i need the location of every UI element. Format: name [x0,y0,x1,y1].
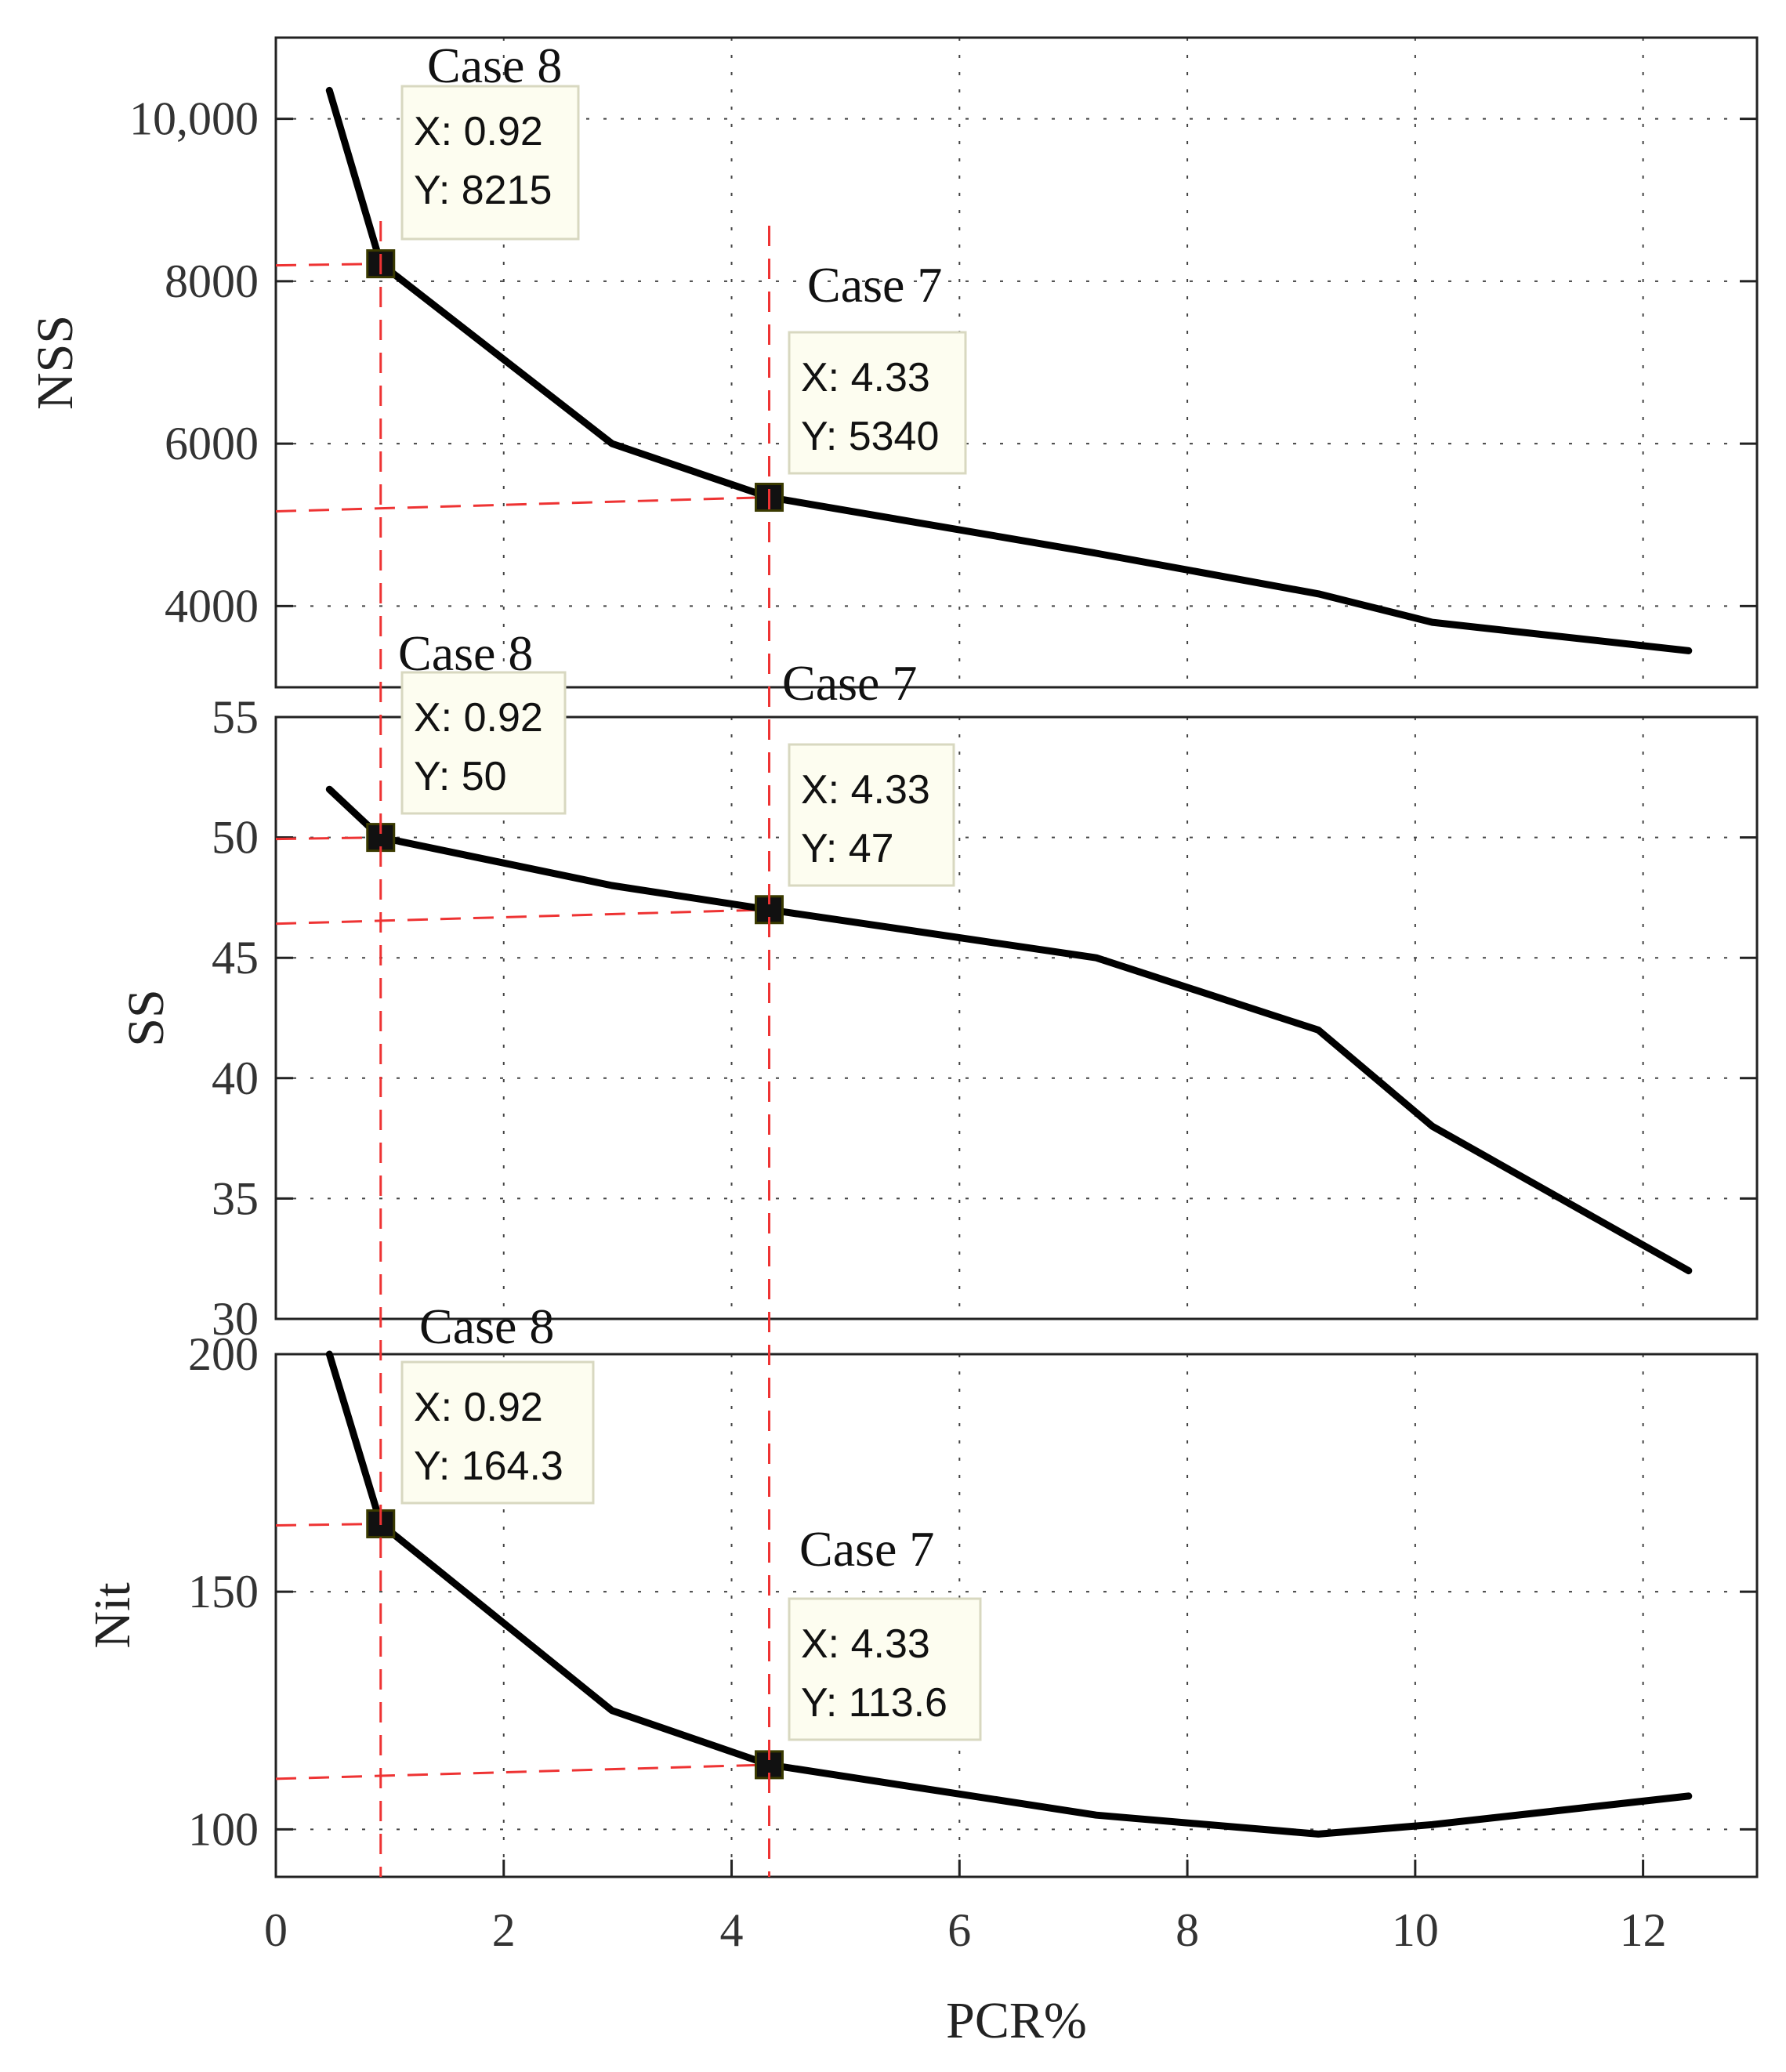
case-label: Case 8 [427,38,562,93]
datatip-box [400,671,567,815]
y-axis-label: SS [118,989,175,1046]
horizontal-guide-line [275,263,381,267]
datatip-box [400,85,580,241]
axes-frame [274,1353,1759,1878]
datatip-box [788,743,955,887]
case-label: Case 8 [419,1299,554,1354]
datatip-y-value: Y: 5340 [801,414,939,459]
x-tick-label: 10 [1392,1904,1439,1956]
datatip-y-value: Y: 113.6 [801,1680,947,1726]
y-tick-label: 40 [212,1052,259,1104]
x-tick-label: 0 [264,1904,288,1956]
y-tick-label: 30 [212,1293,259,1345]
datatip-box [400,1360,595,1505]
x-tick-label: 4 [720,1904,744,1956]
y-tick-label: 45 [212,932,259,983]
y-tick-label: 150 [188,1566,259,1617]
y-tick-label: 50 [212,812,259,864]
datatip-y-value: Y: 164.3 [414,1444,563,1489]
horizontal-guide-line [275,496,770,513]
nit-panel: 100 150 200 Nit 0 2 4 6 8 10 12 PCR% X: 0.92 Y: 164.3… [84,1299,1759,2049]
axes-frame [274,36,1759,689]
x-tick-label: 12 [1620,1904,1667,1956]
datatip-box [788,1597,982,1741]
horizontal-guide-line [275,1522,381,1527]
datatip-y-value: Y: 8215 [414,168,552,213]
case-label: Case 8 [398,625,533,681]
datatip-x-value: X: 4.33 [801,355,930,400]
case-label: Case 7 [782,655,917,711]
case-label: Case 7 [807,257,942,313]
x-tick-label: 8 [1176,1904,1199,1956]
horizontal-guide-line [275,836,381,841]
series-line [325,785,1693,1275]
datatip-x-value: X: 0.92 [414,109,543,154]
y-tick-label: 35 [212,1172,259,1224]
y-axis-label: NSS [27,315,84,410]
y-tick-label: 100 [188,1803,259,1855]
y-tick-label: 6000 [165,418,259,469]
series-line [325,1350,1693,1838]
datatip-y-value: Y: 47 [801,826,894,871]
datatip-box [788,331,967,475]
y-tick-label: 55 [212,691,259,743]
datatip-x-value: X: 0.92 [414,1385,543,1430]
y-tick-label: 10,000 [129,93,259,145]
x-axis-label: PCR% [946,1992,1087,2049]
nss-panel: 4000 6000 8000 10,000 NSS X: 0.92 Y: 8215 Case … [27,36,1759,689]
horizontal-guide-line [275,908,770,926]
axes-frame [274,715,1759,1320]
y-tick-label: 200 [188,1328,259,1380]
datatip-x-value: X: 4.33 [801,1621,930,1667]
horizontal-guide-line [275,1763,770,1780]
x-tick-label: 6 [947,1904,971,1956]
datatip-x-value: X: 4.33 [801,767,930,813]
y-tick-label: 8000 [165,255,259,307]
case-label: Case 7 [799,1521,934,1577]
y-axis-label: Nit [84,1582,141,1648]
series-line [325,86,1693,654]
ss-panel: 30 35 40 45 50 55 SS X: 0.92 Y: 50 Case 8 X: 4.33 Y… [118,625,1759,1345]
x-tick-label: 2 [492,1904,516,1956]
datatip-y-value: Y: 50 [414,754,507,799]
y-tick-label: 4000 [165,580,259,632]
datatip-x-value: X: 0.92 [414,695,543,741]
